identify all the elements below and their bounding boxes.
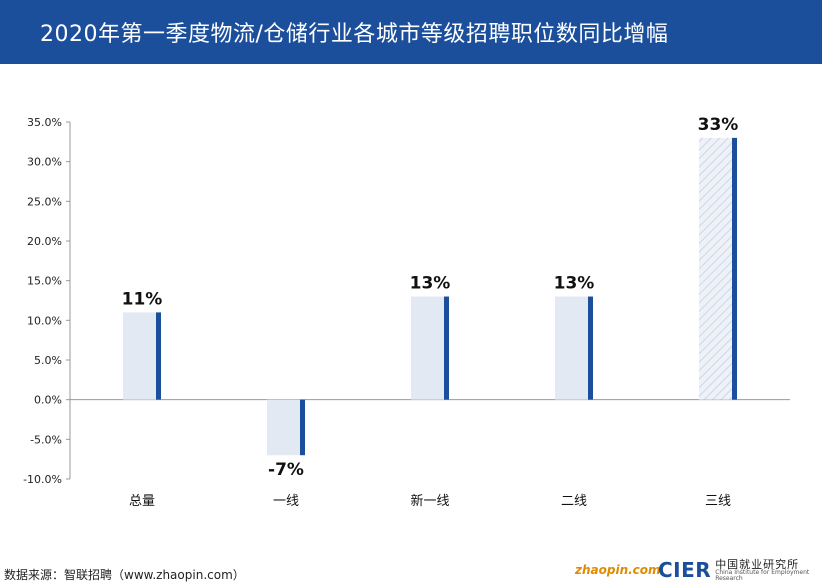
- bar: [123, 312, 161, 400]
- bar-chart: 35.0% 30.0% 25.0% 20.0% 15.0% 10.0% 5.0% 0.0% -5…: [23, 115, 790, 509]
- bar: [555, 296, 593, 400]
- x-tick-label: 二线: [561, 494, 587, 509]
- y-tick-label: 15.0%: [27, 275, 62, 288]
- y-tick-label: 30.0%: [27, 156, 62, 169]
- bar: [267, 399, 305, 456]
- chart-title: 2020年第一季度物流/仓储行业各城市等级招聘职位数同比增幅: [40, 22, 669, 47]
- y-tick-label: 25.0%: [27, 195, 62, 208]
- bar: [699, 137, 737, 400]
- y-tick-label: -5.0%: [30, 433, 62, 446]
- x-tick-label: 一线: [273, 494, 299, 509]
- data-label: 13%: [554, 274, 595, 294]
- data-source-note: 数据来源：智联招聘（www.zhaopin.com）: [4, 568, 245, 582]
- y-tick-label: 10.0%: [27, 314, 62, 327]
- cier-logo-subtitle: 中国就业研究所 China Institute for Employment R…: [715, 559, 822, 582]
- bar: [411, 296, 449, 400]
- zhaopin-logo-text: zhaopin.com: [575, 563, 661, 577]
- chart-title-bar: 2020年第一季度物流/仓储行业各城市等级招聘职位数同比增幅: [0, 0, 822, 64]
- zhaopin-logo: zhaopin.com: [575, 563, 661, 577]
- y-tick-label: 20.0%: [27, 235, 62, 248]
- y-tick-label: 35.0%: [27, 116, 62, 129]
- y-tick-label: -10.0%: [23, 473, 62, 486]
- cier-logo-en: China Institute for Employment Research: [715, 568, 810, 582]
- y-tick-label: 5.0%: [34, 354, 62, 367]
- bar-accent: [444, 296, 449, 400]
- data-label: 33%: [698, 115, 739, 135]
- cier-logo-cn: 中国就业研究所: [715, 557, 800, 571]
- bar-accent: [588, 296, 593, 400]
- data-label: 11%: [122, 289, 163, 309]
- x-tick-label: 三线: [705, 494, 731, 509]
- x-tick-label: 新一线: [410, 493, 449, 509]
- cier-logo: CIER 中国就业研究所 China Institute for Employm…: [658, 558, 822, 582]
- y-tick-label: 0.0%: [34, 394, 62, 407]
- bar-accent: [156, 312, 161, 400]
- data-label: -7%: [268, 460, 304, 480]
- data-label: 13%: [410, 274, 451, 294]
- bar-accent: [300, 399, 305, 456]
- x-tick-label: 总量: [129, 494, 155, 509]
- bar-accent: [732, 137, 737, 400]
- cier-logo-text: CIER: [658, 558, 712, 582]
